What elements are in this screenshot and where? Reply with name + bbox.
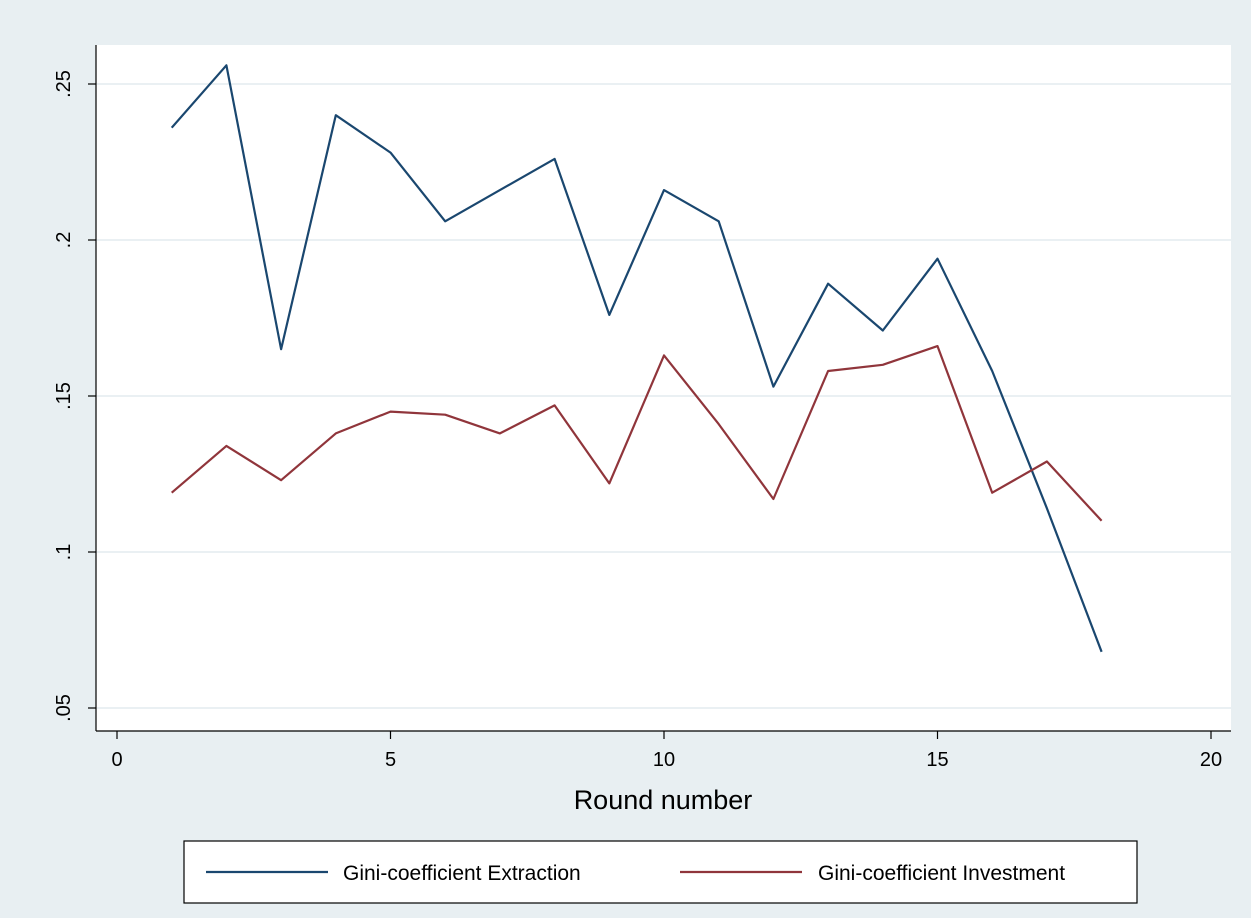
series-line-extraction: [170, 64, 1103, 653]
x-tick-label: 10: [653, 749, 675, 771]
x-tick-label: 20: [1200, 749, 1222, 771]
y-tick-label: .15: [53, 382, 75, 410]
legend: Gini-coefficient Extraction Gini-coeffic…: [183, 840, 1138, 904]
legend-box: [183, 840, 1138, 904]
y-tick-label: .25: [53, 70, 75, 98]
legend-label-extraction: Gini-coefficient Extraction: [343, 862, 581, 885]
x-axis-ticks: 0 5 10 15 20: [111, 731, 1222, 771]
y-tick-label: .2: [53, 232, 75, 249]
y-axis-ticks: .05 .1 .15 .2 .25: [53, 70, 96, 722]
plot-area: [96, 45, 1231, 731]
x-tick-label: 15: [926, 749, 948, 771]
grid-lines: [96, 83, 1231, 709]
y-tick-label: .1: [53, 544, 75, 561]
series-line-investment: [170, 345, 1103, 522]
x-axis-title: Round number: [574, 785, 753, 815]
series-lines: [170, 64, 1103, 653]
x-tick-label: 0: [111, 749, 122, 771]
legend-label-investment: Gini-coefficient Investment: [818, 862, 1065, 885]
y-tick-label: .05: [53, 694, 75, 722]
x-tick-label: 5: [385, 749, 396, 771]
